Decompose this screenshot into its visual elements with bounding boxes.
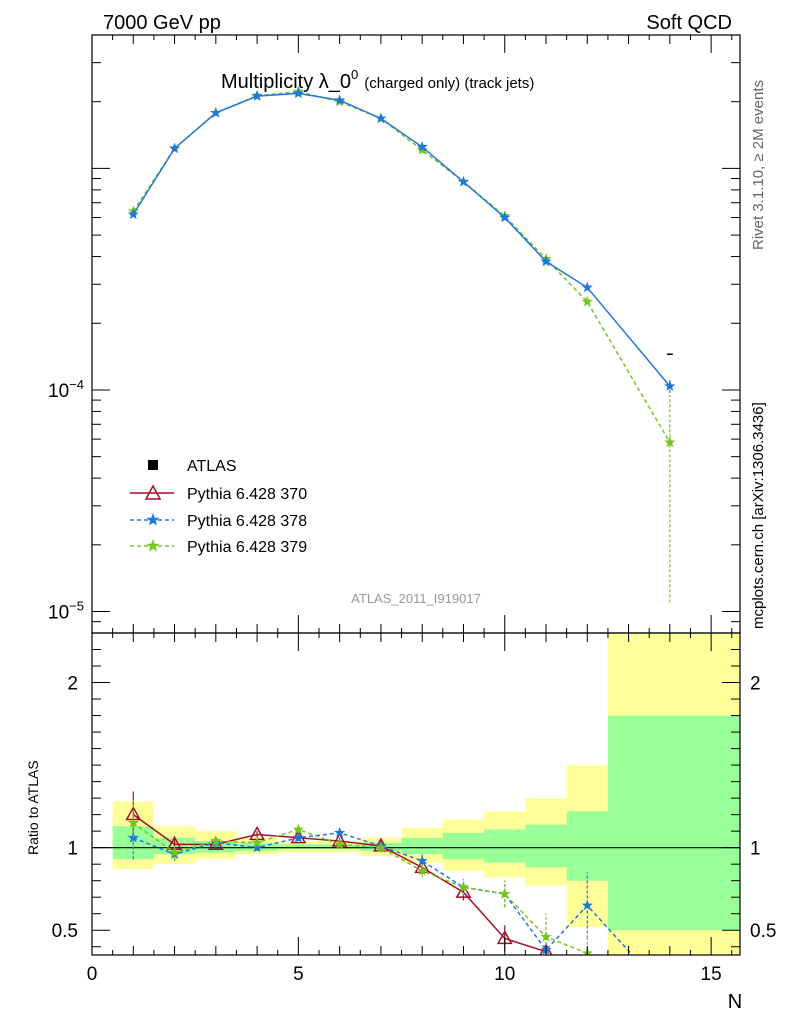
legend-379-label: Pythia 6.428 379 [187,539,307,556]
header-category: Soft QCD [646,12,732,34]
plot-title: Multiplicity λ_00 (charged only) (track j… [221,67,534,93]
mcplots-label: mcplots.cern.ch [arXiv:1306.3436] [750,402,767,629]
legend-atlas-marker [148,460,158,470]
data-point [457,175,470,187]
ratio-data-point [455,883,472,898]
uncertainty-band-inner [566,811,608,881]
tick-exponent: −5 [69,599,84,614]
legend-370-marker [144,484,162,500]
data-point [251,90,263,101]
data-point [416,144,428,155]
data-point [540,255,552,267]
ratio-data-point [499,888,511,899]
main-y-tick-label: 10−4 [48,377,84,402]
data-point [375,112,387,124]
xlabel: N [728,991,742,1013]
tick-base: 10 [48,603,69,624]
legend-370-label: Pythia 6.428 370 [187,486,307,503]
tick-base: 10 [48,381,69,402]
data-point [292,87,304,99]
legend-378-marker [146,513,160,526]
ratio-data-point [127,817,139,828]
ratio-y-tick-label-left: 2 [67,674,78,695]
ratio-data-point [539,943,553,955]
analysis-id: ATLAS_2011_I919017 [351,591,481,606]
uncertainty-band-inner [277,844,320,850]
ratio-data-point [375,841,387,853]
ratio-data-point [457,881,470,893]
legend-379-star-icon [146,539,160,552]
legend-atlas-label: ATLAS [187,458,237,475]
tick-exponent: −4 [69,377,84,392]
ratio-data-point [210,835,222,846]
legend-378-star-icon [146,513,160,526]
data-point [416,141,428,152]
ratio-data-point [665,991,675,1000]
ratio-data-point [416,864,428,876]
ratio-y-tick-label-right: 1 [750,839,761,860]
axes: 10−510−40 5 10 150.5 0.51 12 2 [48,34,776,985]
ratio-data-point [334,838,346,850]
data-point [581,281,593,293]
data-point [168,142,181,154]
legend: ATLAS Pythia 6.428 370 Pythia 6.428 378 … [130,458,307,556]
series-line [132,92,671,387]
main-y-tick-label: 10−5 [48,599,84,624]
x-tick-label: 10 [494,964,515,985]
ratio-y-tick-label-right: 2 [750,674,761,695]
ratio-data-point [416,855,428,866]
x-tick-label: 5 [293,964,304,985]
title-suffix: (charged only) (track jets) [364,75,534,92]
main-panel-series [127,85,676,603]
ratio-y-tick-label-right: 0.5 [750,921,776,942]
ratio-data-point [334,826,346,838]
ratio-data-point [540,930,552,942]
legend-378-label: Pythia 6.428 378 [187,513,307,530]
data-point [210,107,222,118]
ratio-data-point [581,899,593,911]
title-main: Multiplicity λ_0 [221,71,351,93]
uncertainty-band-inner [442,832,485,860]
ratio-data-point [292,823,304,835]
ratio-data-point [207,835,224,851]
uncertainty-band-inner [525,824,567,868]
ratio-data-point [251,836,263,848]
uncertainty-band-inner [607,715,740,931]
ratio-frame [91,632,741,956]
rivet-label: Rivet 3.1.10, ≥ 2M events [750,80,767,250]
header-energy: 7000 GeV pp [103,12,221,34]
ratio-panel-bands [92,633,740,955]
uncertainty-band-inner [401,837,443,855]
series-line [132,90,671,443]
title-superscript: 0 [351,67,358,82]
data-point [127,208,139,220]
ratio-data-point [292,831,304,843]
data-point [334,94,346,106]
x-tick-label: 0 [87,964,98,985]
legend-379-marker [146,539,160,552]
ratio-y-tick-label-left: 0.5 [52,921,78,942]
ratio-ylabel: Ratio to ATLAS [25,760,41,855]
ratio-data-point [665,1000,675,1009]
ratio-data-point [251,841,263,853]
uncertainty-band-inner [484,829,526,863]
data-point [499,211,511,223]
ratio-y-tick-label-left: 1 [67,839,78,860]
x-tick-label: 15 [701,964,722,985]
ratio-data-point [168,846,181,858]
data-point [581,295,593,307]
ratio-panel-series [125,791,675,1009]
